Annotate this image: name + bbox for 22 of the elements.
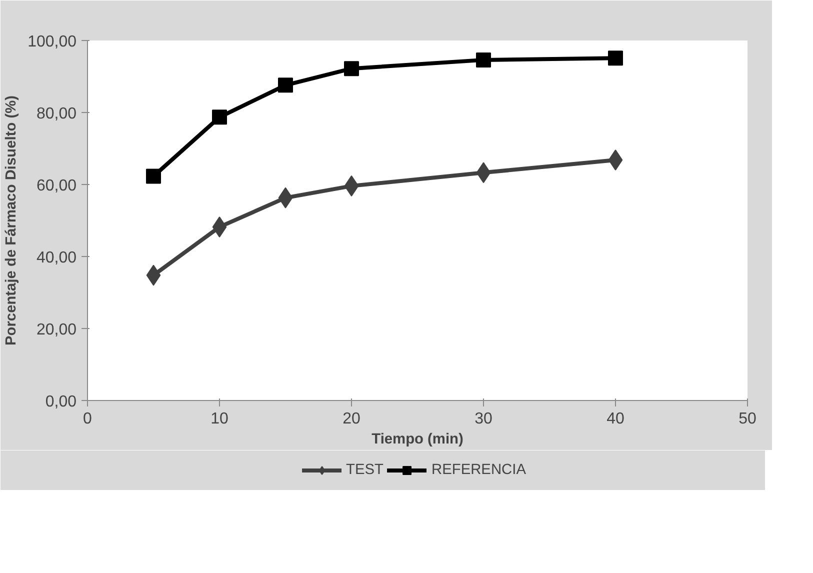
point xyxy=(146,168,161,184)
y-tick-label: 0,00 xyxy=(45,394,77,410)
x-tick-label: 40 xyxy=(606,410,624,428)
legend-label: REFERENCIA xyxy=(432,462,526,478)
x-tick-label: 30 xyxy=(474,410,492,428)
y-tick-label: 80,00 xyxy=(36,106,77,122)
x-tick-label: 0 xyxy=(83,410,92,428)
y-tick-label: 60,00 xyxy=(36,178,77,194)
x-tick-label: 20 xyxy=(342,410,360,428)
point xyxy=(212,110,227,125)
y-tick-label: 40,00 xyxy=(36,250,77,266)
y-tick-label: 100,00 xyxy=(28,34,77,50)
point xyxy=(476,52,491,68)
point xyxy=(344,61,359,76)
y-tick-label: 20,00 xyxy=(36,322,77,338)
y-axis-title: Porcentaje de Fármaco Disuelto (%) xyxy=(4,95,20,346)
point xyxy=(608,50,623,66)
x-tick-label: 50 xyxy=(738,410,756,428)
x-axis-title: Tiempo (min) xyxy=(372,432,464,448)
x-tick-label: 10 xyxy=(210,410,228,428)
point xyxy=(278,78,293,93)
legend-label: TEST xyxy=(346,462,384,478)
